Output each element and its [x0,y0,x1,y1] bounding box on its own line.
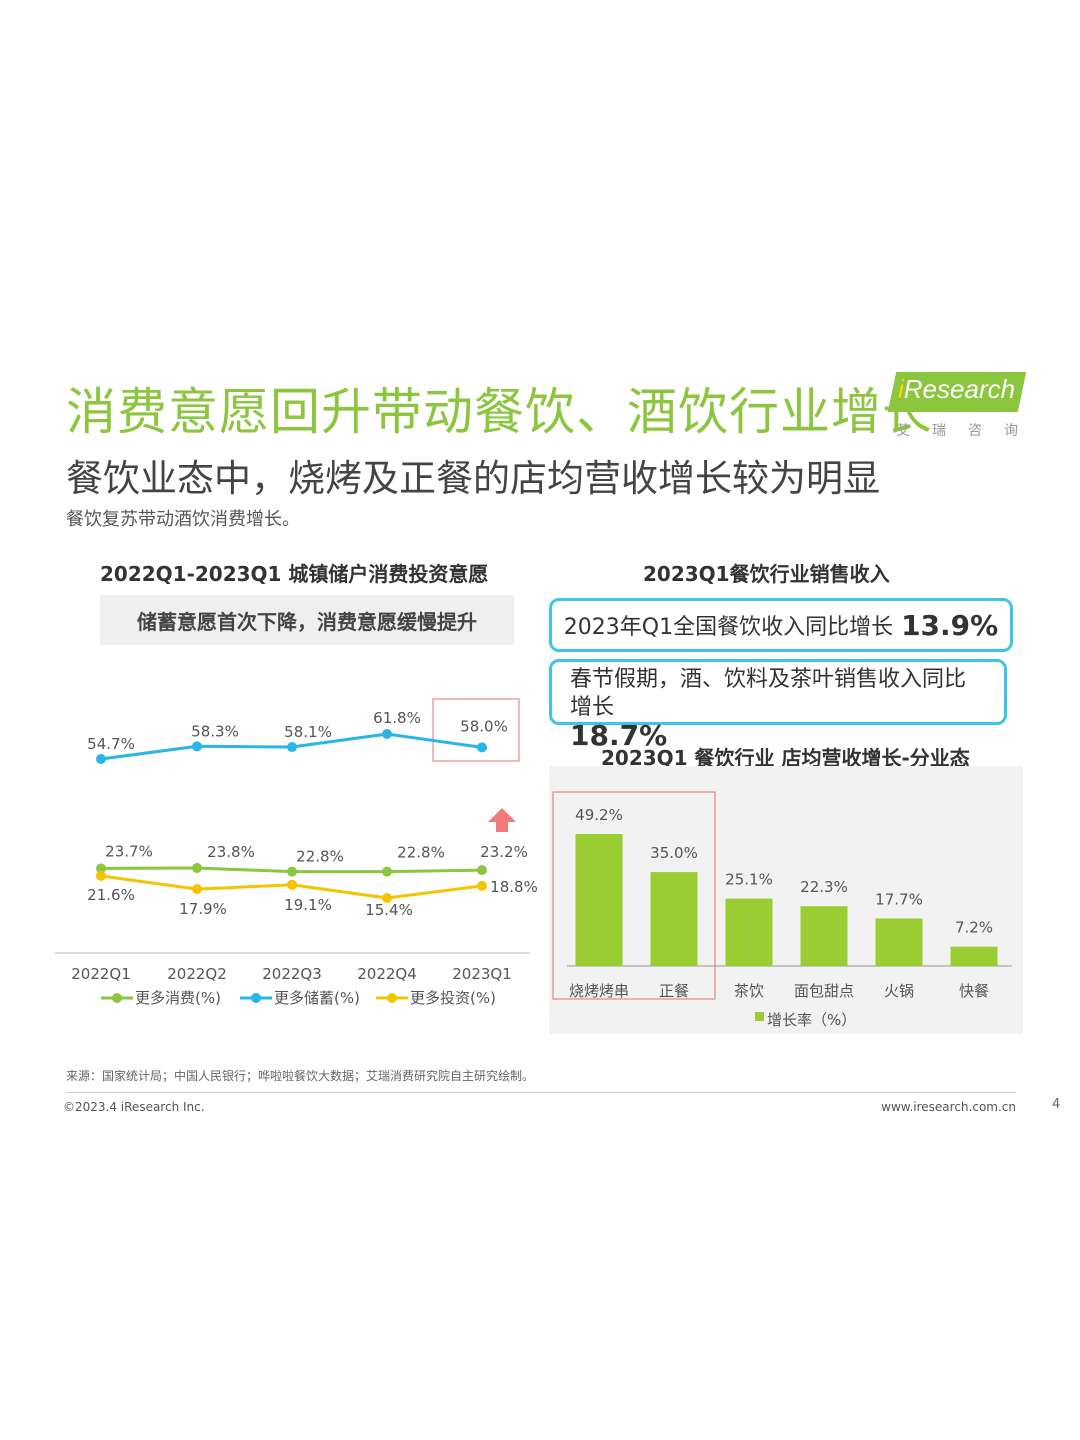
legend-marker [251,993,261,1003]
data-point [477,742,487,753]
data-point [96,870,106,881]
bar-value-label: 22.3% [800,878,848,896]
up-arrow-icon [488,808,516,832]
callout1-text: 2023年Q1全国餐饮收入同比增长 [563,615,894,640]
right-chart-title: 2023Q1餐饮行业销售收入 [643,562,890,586]
x-tick-label: 茶饮 [734,982,764,1000]
bar-value-label: 49.2% [575,806,623,824]
page-number: 4 [1052,1097,1061,1112]
data-label: 54.7% [87,735,135,753]
bar-chart-panel [549,766,1023,1034]
bar-chart: 49.2% 35.0% 25.1% 22.3% 17.7% 7.2% 烧烤烤串 正餐 茶饮 面包甜… [552,791,1012,1029]
data-label: 23.7% [105,842,153,860]
bar-value-label: 25.1% [725,871,773,889]
legend-marker [387,993,397,1003]
data-point [192,863,202,873]
bar [950,946,998,966]
website-link[interactable]: www.iresearch.com.cn [881,1100,1016,1114]
page-subtitle: 餐饮业态中，烧烤及正餐的店均营收增长较为明显 [66,457,880,500]
data-label: 23.2% [480,843,528,861]
legend-label: 更多投资(%) [410,989,496,1007]
data-point [287,866,297,877]
page-title: 消费意愿回升带动餐饮、酒饮行业增长 [66,383,933,441]
line-chart: 23.7% 23.8% 22.8% 22.8% 23.2% 54.7% 58.3% 58.1%… [55,698,538,1007]
x-tick-label: 正餐 [659,982,689,1000]
data-point [192,884,202,895]
data-point [287,742,297,753]
data-point [287,879,297,890]
data-point [382,729,392,739]
data-label: 58.1% [284,723,332,741]
bar [800,906,848,966]
data-label: 18.8% [490,878,538,896]
bar [650,872,698,966]
x-tick-label: 2022Q1 [71,965,131,983]
bar [575,834,623,966]
callout2-text: 春节假期，酒、饮料及茶叶销售收入同比增长 [570,667,967,720]
source-note: 来源：国家统计局；中国人民银行；哗啦啦餐饮大数据；艾瑞消费研究院自主研究绘制。 [66,1069,535,1083]
legend-label: 更多储蓄(%) [274,989,360,1007]
logo-i: i [898,374,904,404]
x-tick-label: 快餐 [959,982,989,1000]
legend-label: 增长率（%） [767,1011,856,1029]
logo-text: Research [903,374,1016,404]
legend-marker [112,993,122,1003]
data-point [382,866,392,877]
data-label: 61.8% [373,709,421,727]
x-tick-label: 烧烤烤串 [569,982,629,1000]
left-chart-banner: 储蓄意愿首次下降，消费意愿缓慢提升 [100,595,514,645]
bar [725,898,773,966]
data-label: 23.8% [207,843,255,861]
callout2-value: 18.7% [570,719,668,752]
legend-label: 更多消费(%) [135,989,221,1007]
x-tick-label: 2022Q3 [262,965,322,983]
x-tick-label: 面包甜点 [794,982,854,1000]
data-point [477,865,487,876]
beverage-revenue-callout: 春节假期，酒、饮料及茶叶销售收入同比增长 18.7% [549,659,1007,750]
callout1-value: 13.9% [901,608,999,642]
x-tick-label: 2023Q1 [452,965,512,983]
left-chart-title: 2022Q1-2023Q1 城镇储户消费投资意愿 [100,562,489,586]
legend-swatch [755,1012,764,1021]
restaurant-revenue-callout: 2023年Q1全国餐饮收入同比增长 13.9% [549,598,1013,652]
bar-value-label: 7.2% [955,919,993,937]
data-point [382,893,392,903]
highlight-box [432,698,520,762]
data-point [96,754,106,764]
data-point [96,863,106,874]
iresearch-logo: iResearch 艾瑞咨询 [887,372,1032,442]
data-label: 22.8% [397,844,445,862]
data-label: 58.0% [460,717,508,735]
data-label: 17.9% [179,900,227,918]
x-tick-label: 2022Q2 [167,965,227,983]
x-tick-label: 火锅 [884,982,914,1000]
highlight-box [552,791,716,1000]
data-label: 21.6% [87,886,135,904]
logo-chinese: 艾瑞咨询 [896,423,1040,439]
logo-wordmark: iResearch [898,374,1015,405]
x-tick-label: 2022Q4 [357,965,417,983]
data-point [192,741,202,752]
data-label: 15.4% [365,901,413,919]
bar-value-label: 17.7% [875,891,923,909]
footer-divider [66,1092,1016,1093]
data-label: 22.8% [296,848,344,866]
data-label: 19.1% [284,896,332,914]
bar-value-label: 35.0% [650,844,698,862]
page-summary: 餐饮复苏带动酒饮消费增长。 [66,509,300,530]
copyright: ©2023.4 iResearch Inc. [63,1100,205,1114]
data-label: 58.3% [191,722,239,740]
data-point [477,880,487,891]
bar [875,918,923,966]
